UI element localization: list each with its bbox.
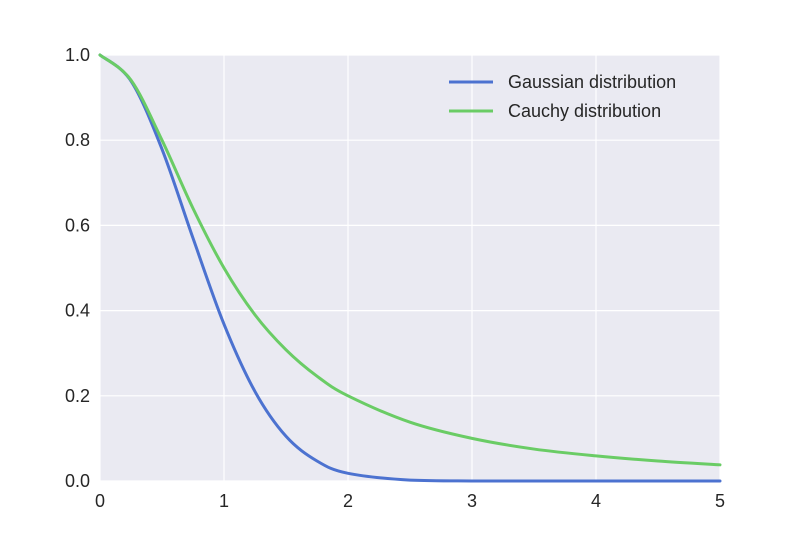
y-tick-label: 0.2 (65, 386, 90, 406)
legend-label: Cauchy distribution (508, 101, 661, 121)
y-tick-label: 0.6 (65, 215, 90, 235)
x-tick-label: 4 (591, 491, 601, 511)
y-axis: 0.0 0.2 0.4 0.6 0.8 1.0 (65, 45, 90, 491)
x-tick-label: 0 (95, 491, 105, 511)
series-line-gaussian (98, 53, 722, 483)
legend: Gaussian distribution Cauchy distribution (449, 72, 676, 121)
x-axis: 0 1 2 3 4 5 (95, 491, 725, 511)
x-tick-label: 5 (715, 491, 725, 511)
x-tick-label: 1 (219, 491, 229, 511)
y-tick-label: 0.0 (65, 471, 90, 491)
y-tick-label: 0.4 (65, 301, 90, 321)
x-tick-label: 3 (467, 491, 477, 511)
legend-label: Gaussian distribution (508, 72, 676, 92)
y-tick-label: 0.8 (65, 130, 90, 150)
x-tick-label: 2 (343, 491, 353, 511)
series-line-cauchy (98, 53, 722, 467)
y-tick-label: 1.0 (65, 45, 90, 65)
series-lines (98, 53, 722, 483)
